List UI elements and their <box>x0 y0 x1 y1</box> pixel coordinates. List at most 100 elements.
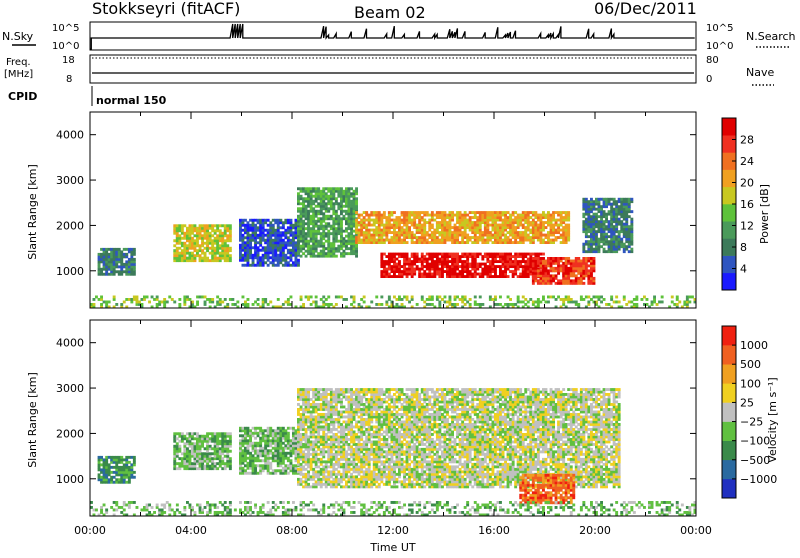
heatmap-cell <box>330 205 333 208</box>
heatmap-cell <box>398 275 401 278</box>
heatmap-cell <box>196 232 199 235</box>
heatmap-cell <box>471 236 474 239</box>
heatmap-cell <box>406 241 409 244</box>
heatmap-cell <box>292 429 295 432</box>
heatmap-cell <box>335 197 338 200</box>
heatmap-cell <box>595 240 598 243</box>
heatmap-cell <box>176 442 179 445</box>
heatmap-cell <box>295 434 298 437</box>
heatmap-cell <box>123 263 126 266</box>
heatmap-cell <box>542 253 545 256</box>
heatmap-cell <box>269 457 272 460</box>
heatmap-cell <box>459 219 462 222</box>
heatmap-cell <box>431 265 434 268</box>
heatmap-cell <box>383 226 386 229</box>
heatmap-cell <box>312 187 315 190</box>
heatmap-cell <box>221 437 224 440</box>
heatmap-cell <box>446 253 449 256</box>
heatmap-cell <box>567 274 570 277</box>
heatmap-cell <box>348 195 351 198</box>
heatmap-cell <box>474 214 477 217</box>
heatmap-cell <box>492 224 495 227</box>
heatmap-cell <box>327 303 330 306</box>
heatmap-cell <box>461 265 464 268</box>
heatmap-cell <box>239 234 242 237</box>
heatmap-cell <box>307 473 310 476</box>
heatmap-cell <box>545 277 548 280</box>
heatmap-cell <box>426 221 429 224</box>
heatmap-cell <box>254 459 257 462</box>
heatmap-cell <box>494 296 497 299</box>
heatmap-cell <box>403 253 406 256</box>
heatmap-cell <box>320 242 323 245</box>
heatmap-cell <box>279 442 282 445</box>
heatmap-cell <box>259 241 262 244</box>
heatmap-cell <box>585 267 588 270</box>
heatmap-cell <box>534 216 537 219</box>
heatmap-cell <box>254 241 257 244</box>
heatmap-cell <box>454 224 457 227</box>
heatmap-cell <box>691 296 694 299</box>
heatmap-cell <box>524 216 527 219</box>
heatmap-cell <box>340 200 343 203</box>
heatmap-cell <box>441 241 444 244</box>
heatmap-cell <box>398 268 401 271</box>
heatmap-cell <box>277 239 280 242</box>
heatmap-cell <box>598 225 601 228</box>
heatmap-cell <box>274 449 277 452</box>
heatmap-cell <box>176 234 179 237</box>
heatmap-cell <box>113 461 116 464</box>
heatmap-cell <box>181 452 184 455</box>
heatmap-cell <box>292 254 295 257</box>
heatmap-cell <box>418 275 421 278</box>
heatmap-cell <box>264 229 267 232</box>
heatmap-cell <box>262 229 265 232</box>
heatmap-cell <box>375 239 378 242</box>
heatmap-cell <box>176 227 179 230</box>
heatmap-cell <box>562 231 565 234</box>
heatmap-cell <box>307 227 310 230</box>
heatmap-cell <box>219 452 222 455</box>
heatmap-cell <box>504 219 507 222</box>
heatmap-cell <box>343 217 346 220</box>
heatmap-cell <box>411 231 414 234</box>
heatmap-cell <box>431 298 434 301</box>
heatmap-cell <box>466 255 469 258</box>
heatmap-cell <box>454 255 457 258</box>
heatmap-cell <box>401 253 404 256</box>
heatmap-cell <box>426 211 429 214</box>
heatmap-cell <box>287 256 290 259</box>
heatmap-cell <box>173 462 176 465</box>
heatmap-cell <box>509 253 512 256</box>
heatmap-cell <box>254 236 257 239</box>
heatmap-cell <box>557 269 560 272</box>
heatmap-cell <box>507 224 510 227</box>
heatmap-cell <box>388 258 391 261</box>
heatmap-cell <box>598 230 601 233</box>
heatmap-cell <box>630 240 633 243</box>
heatmap-cell <box>469 224 472 227</box>
heatmap-cell <box>582 272 585 275</box>
heatmap-cell <box>290 469 293 472</box>
heatmap-cell <box>315 453 318 456</box>
heatmap-cell <box>540 229 543 232</box>
heatmap-cell <box>446 255 449 258</box>
heatmap-cell <box>438 296 441 299</box>
heatmap-cell <box>219 247 222 250</box>
heatmap-cell <box>534 257 537 260</box>
heatmap-cell <box>249 454 252 457</box>
heatmap-cell <box>507 211 510 214</box>
heatmap-cell <box>454 253 457 256</box>
heatmap-cell <box>456 241 459 244</box>
heatmap-cell <box>572 272 575 275</box>
heatmap-cell <box>507 239 510 242</box>
heatmap-cell <box>252 224 255 227</box>
heatmap-cell <box>211 227 214 230</box>
heatmap-cell <box>216 440 219 443</box>
heatmap-cell <box>272 239 275 242</box>
heatmap-cell <box>173 224 176 227</box>
heatmap-cell <box>287 472 290 475</box>
heatmap-cell <box>416 226 419 229</box>
heatmap-cell <box>226 462 229 465</box>
heatmap-cell <box>469 239 472 242</box>
